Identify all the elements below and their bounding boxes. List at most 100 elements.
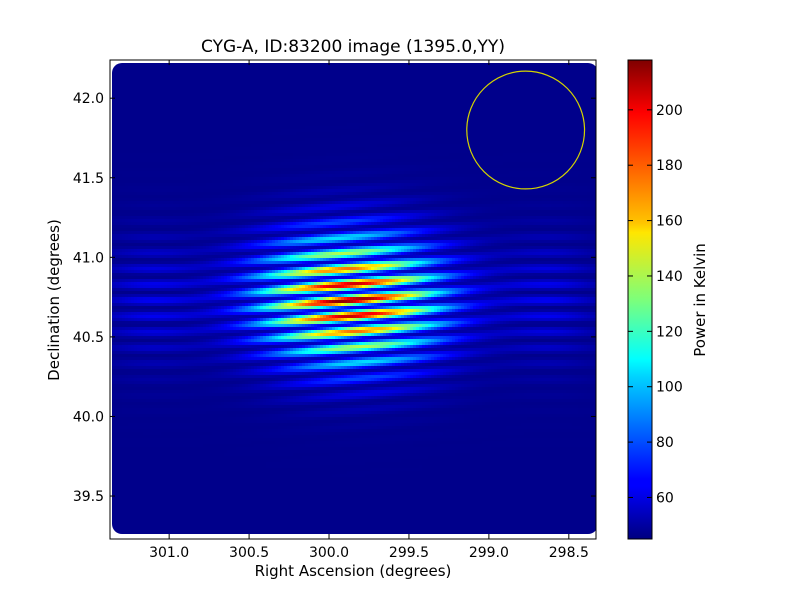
heatmap-cell (113, 84, 116, 87)
heatmap-cell (305, 63, 308, 66)
heatmap-cell (311, 66, 314, 69)
heatmap-cell (455, 63, 458, 66)
heatmap-cell (413, 66, 416, 69)
heatmap-cell (218, 72, 221, 75)
heatmap-cell (425, 78, 428, 81)
heatmap-cell (116, 69, 119, 72)
heatmap-cell (389, 69, 392, 72)
heatmap-cell (353, 75, 356, 78)
heatmap-cell (272, 63, 275, 66)
heatmap-cell (314, 63, 317, 66)
heatmap-cell (305, 84, 308, 87)
heatmap-cell (179, 87, 182, 90)
heatmap-cell (125, 81, 128, 84)
heatmap-cell (371, 66, 374, 69)
heatmap-cell (557, 75, 560, 78)
heatmap-cell (176, 84, 179, 87)
heatmap-cell (314, 75, 317, 78)
heatmap-cell (128, 66, 131, 69)
heatmap-cell (548, 69, 551, 72)
heatmap-cell (461, 81, 464, 84)
heatmap-cell (581, 72, 584, 75)
heatmap-cell (149, 72, 152, 75)
heatmap-cell (329, 87, 332, 90)
heatmap-cell (530, 75, 533, 78)
heatmap-cell (302, 84, 305, 87)
heatmap-cell (218, 63, 221, 66)
heatmap-cell (290, 72, 293, 75)
heatmap-cell (131, 75, 134, 78)
heatmap-cell (497, 66, 500, 69)
heatmap-cell (419, 63, 422, 66)
heatmap-cell (146, 75, 149, 78)
heatmap-cell (221, 78, 224, 81)
heatmap-cell (179, 81, 182, 84)
heatmap-cell (239, 72, 242, 75)
heatmap-cell (449, 87, 452, 90)
heatmap-cell (467, 81, 470, 84)
heatmap-cell (470, 69, 473, 72)
heatmap-cell (431, 78, 434, 81)
heatmap-cell (347, 69, 350, 72)
heatmap-cell (320, 81, 323, 84)
heatmap-cell (482, 84, 485, 87)
heatmap-cell (566, 78, 569, 81)
heatmap-cell (539, 78, 542, 81)
heatmap-cell (500, 81, 503, 84)
heatmap-cell (266, 63, 269, 66)
heatmap-cell (578, 84, 581, 87)
heatmap-cell (404, 84, 407, 87)
heatmap-cell (293, 66, 296, 69)
heatmap-cell (188, 78, 191, 81)
heatmap-cell (167, 81, 170, 84)
heatmap-cell (473, 63, 476, 66)
heatmap-cell (416, 63, 419, 66)
heatmap-cell (383, 81, 386, 84)
heatmap-cell (122, 90, 125, 93)
heatmap-cell (449, 69, 452, 72)
heatmap-cell (407, 75, 410, 78)
heatmap-cell (170, 69, 173, 72)
heatmap-cell (278, 63, 281, 66)
heatmap-cell (389, 63, 392, 66)
heatmap-cell (428, 69, 431, 72)
heatmap-cell (203, 81, 206, 84)
heatmap-cell (221, 75, 224, 78)
heatmap-cell (314, 69, 317, 72)
heatmap-cell (308, 66, 311, 69)
heatmap-cell (326, 81, 329, 84)
heatmap-cell (500, 63, 503, 66)
heatmap-cell (581, 69, 584, 72)
heatmap-cell (377, 81, 380, 84)
heatmap-cell (284, 78, 287, 81)
heatmap-cell (368, 81, 371, 84)
heatmap-cell (587, 78, 590, 81)
heatmap-cell (272, 69, 275, 72)
heatmap-cell (275, 66, 278, 69)
heatmap-cell (521, 66, 524, 69)
heatmap-cell (485, 78, 488, 81)
heatmap-cell (350, 66, 353, 69)
heatmap-cell (524, 75, 527, 78)
heatmap-cell (212, 72, 215, 75)
heatmap-cell (158, 78, 161, 81)
heatmap-cell (254, 66, 257, 69)
heatmap-cell (194, 78, 197, 81)
heatmap-cell (455, 81, 458, 84)
heatmap-cell (518, 78, 521, 81)
heatmap-cell (206, 66, 209, 69)
heatmap-cell (251, 75, 254, 78)
heatmap-cell (482, 63, 485, 66)
heatmap-cell (308, 87, 311, 90)
heatmap-cell (131, 84, 134, 87)
heatmap-cell (347, 75, 350, 78)
heatmap-cell (362, 87, 365, 90)
heatmap-cell (179, 66, 182, 69)
heatmap-cell (587, 69, 590, 72)
heatmap-cell (305, 81, 308, 84)
heatmap-cell (227, 78, 230, 81)
heatmap-cell (473, 78, 476, 81)
heatmap-cell (539, 75, 542, 78)
heatmap-cell (422, 66, 425, 69)
heatmap-cell (350, 75, 353, 78)
